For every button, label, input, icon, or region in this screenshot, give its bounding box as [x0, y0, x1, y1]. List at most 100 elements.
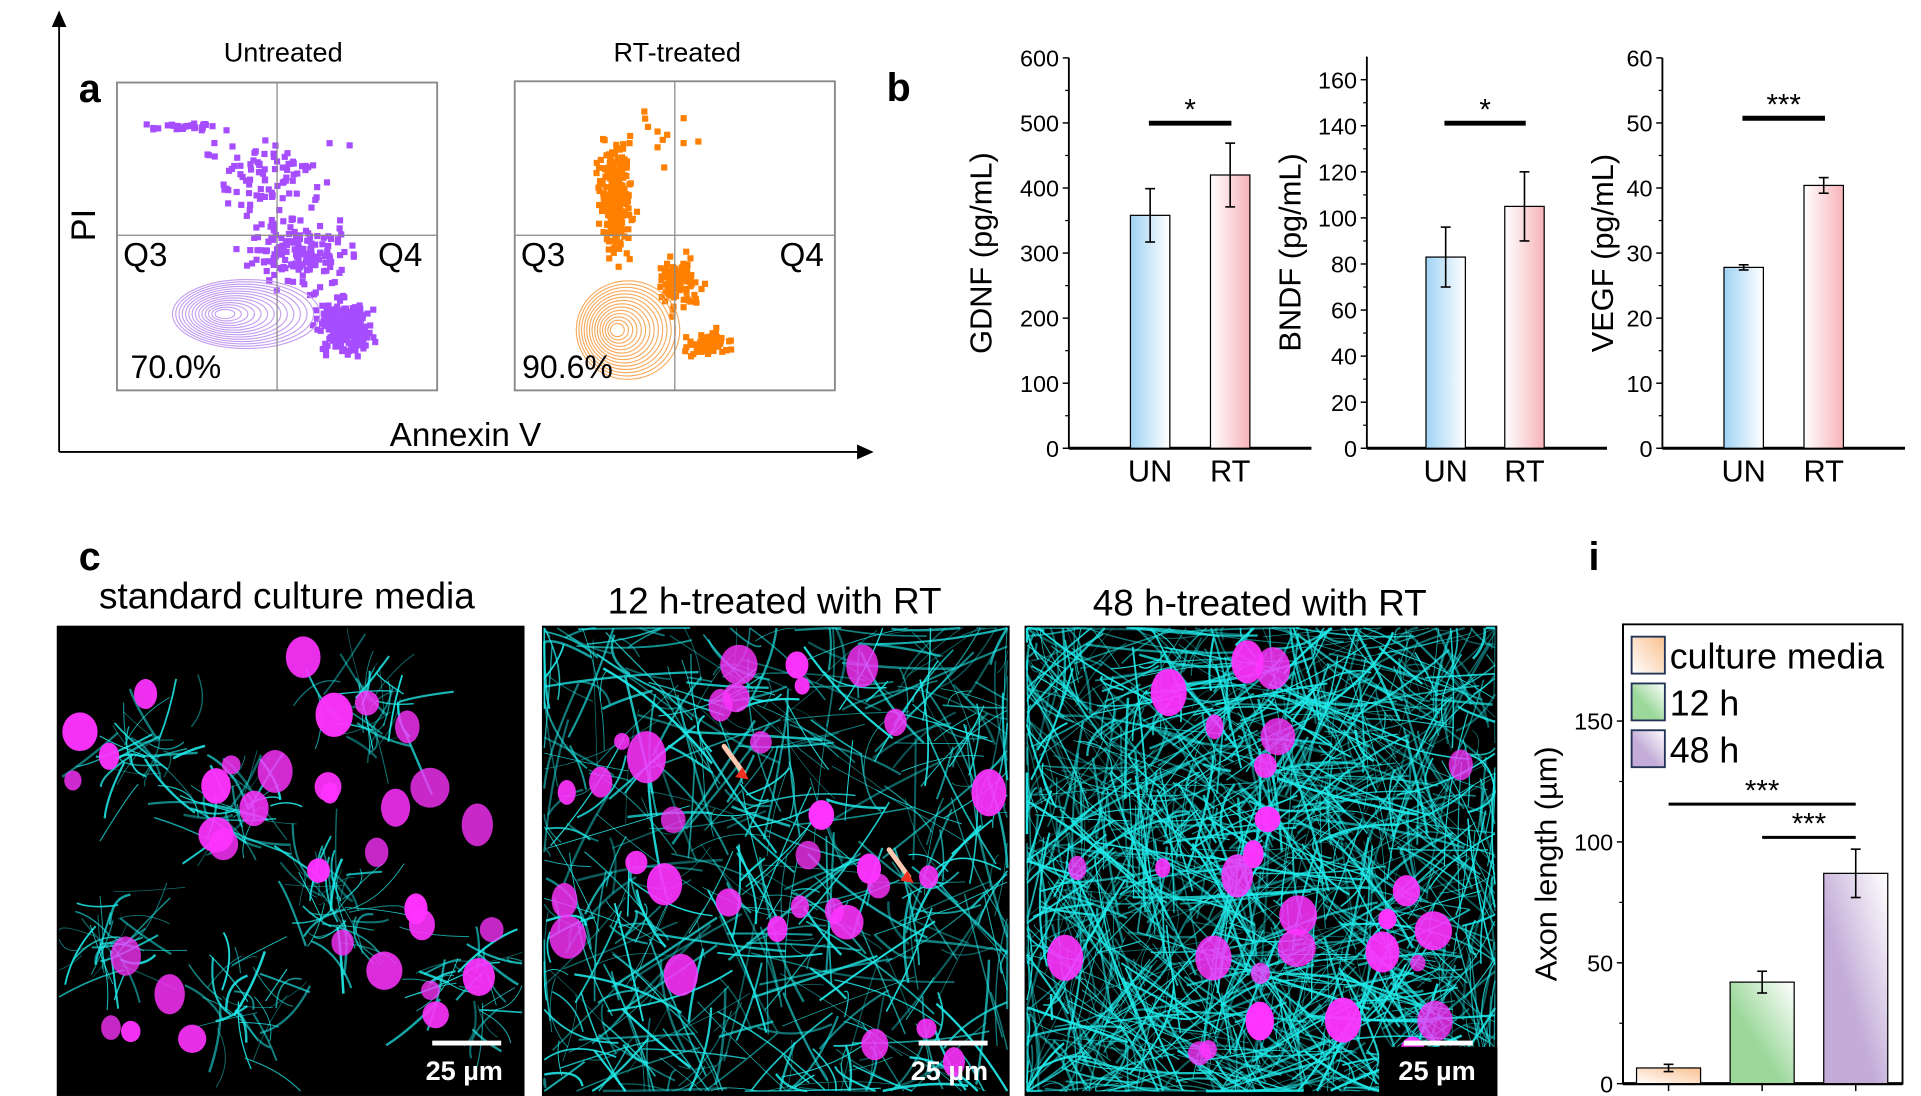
cytoskeleton-fiber — [1233, 1071, 1333, 1092]
cytoskeleton-fiber — [543, 682, 580, 789]
cytoskeleton-fiber — [1124, 834, 1238, 919]
cytoskeleton-fiber — [872, 722, 952, 759]
cytoskeleton-fiber — [1355, 627, 1413, 659]
data-point — [295, 241, 302, 248]
contour-line — [596, 306, 647, 354]
y-tick-label: 400 — [1020, 176, 1059, 202]
cytoskeleton-fiber — [1099, 675, 1124, 691]
cytoskeleton-fiber — [1353, 627, 1402, 722]
cytoskeleton-fiber — [1116, 891, 1183, 1002]
cytoskeleton-fiber — [1134, 996, 1211, 1012]
bar — [1723, 266, 1764, 449]
data-point — [612, 193, 619, 200]
cytoskeleton-fiber — [1228, 791, 1263, 810]
data-point — [606, 255, 613, 262]
contour-line — [602, 313, 638, 348]
cytoskeleton-fiber — [234, 946, 242, 974]
x-tick-label: RT — [1803, 454, 1844, 489]
cytoskeleton-fiber — [1296, 757, 1420, 835]
data-point — [683, 278, 690, 285]
contour-line — [191, 292, 282, 336]
cytoskeleton-fiber — [346, 870, 383, 876]
data-point — [286, 190, 293, 197]
data-point — [679, 266, 687, 274]
cytoskeleton-fiber — [576, 755, 627, 819]
cytoskeleton-fiber — [1375, 683, 1393, 723]
cytoskeleton-fiber — [270, 802, 303, 808]
cytoskeleton-fiber — [1042, 1082, 1067, 1092]
cytoskeleton-fiber — [687, 948, 705, 1023]
cell-nucleus — [421, 980, 440, 1001]
cytoskeleton-fiber — [1035, 684, 1090, 824]
cytoskeleton-fiber — [1304, 1050, 1380, 1093]
cytoskeleton-fiber — [416, 958, 459, 1012]
cytoskeleton-fiber — [990, 991, 1009, 1050]
data-point — [285, 160, 292, 167]
data-point — [271, 251, 278, 258]
data-point — [284, 277, 291, 284]
cytoskeleton-fiber — [1043, 909, 1193, 922]
cytoskeleton-fiber — [1304, 955, 1360, 983]
x-tick-label: UN — [1423, 454, 1467, 489]
data-point — [673, 279, 680, 286]
cytoskeleton-fiber — [882, 1082, 969, 1093]
cytoskeleton-fiber — [1227, 929, 1265, 999]
cytoskeleton-fiber — [469, 1008, 498, 1059]
legend-swatch — [1630, 682, 1666, 722]
cytoskeleton-fiber — [1026, 675, 1084, 710]
data-point — [692, 279, 699, 286]
data-point — [602, 166, 609, 173]
data-point — [271, 271, 278, 279]
cytoskeleton-fiber — [1080, 647, 1111, 670]
cytoskeleton-fiber — [1187, 627, 1300, 633]
cell-nucleus — [408, 909, 435, 941]
data-point — [309, 322, 317, 329]
data-point — [605, 197, 612, 205]
cytoskeleton-fiber — [1306, 699, 1317, 724]
cytoskeleton-fiber — [1104, 746, 1181, 858]
cytoskeleton-fiber — [568, 636, 612, 655]
cytoskeleton-fiber — [1441, 913, 1496, 961]
cytoskeleton-fiber — [1074, 773, 1110, 795]
data-point — [657, 283, 664, 290]
data-point — [296, 235, 303, 243]
cytoskeleton-fiber — [543, 671, 594, 702]
data-point — [698, 285, 705, 293]
data-point — [329, 327, 337, 334]
cytoskeleton-fiber — [935, 746, 955, 800]
data-point — [246, 176, 254, 183]
cytoskeleton-fiber — [1026, 812, 1097, 900]
cytoskeleton-fiber — [130, 736, 162, 780]
cytoskeleton-fiber — [659, 959, 686, 1052]
cytoskeleton-fiber — [1159, 771, 1201, 797]
cytoskeleton-fiber — [292, 910, 331, 924]
y-tick-label: 160 — [1318, 67, 1357, 93]
bar — [1425, 256, 1466, 449]
cytoskeleton-fiber — [942, 704, 1007, 709]
cytoskeleton-fiber — [371, 686, 394, 728]
cytoskeleton-fiber — [546, 931, 552, 963]
data-point — [350, 316, 357, 323]
cytoskeleton-fiber — [543, 939, 551, 1022]
cell-nucleus — [1150, 668, 1187, 717]
cytoskeleton-fiber — [1079, 784, 1083, 844]
cytoskeleton-fiber — [268, 981, 307, 1009]
data-point — [335, 307, 342, 314]
bar — [1504, 205, 1545, 449]
cytoskeleton-fiber — [228, 754, 263, 810]
cytoskeleton-fiber — [1264, 844, 1295, 865]
cytoskeleton-fiber — [1026, 790, 1053, 864]
data-point — [661, 269, 668, 276]
cytoskeleton-fiber — [1106, 749, 1154, 784]
cytoskeleton-fiber — [920, 709, 1008, 787]
data-point — [296, 245, 303, 252]
cytoskeleton-fiber — [1099, 659, 1195, 727]
cytoskeleton-fiber — [1050, 645, 1083, 661]
cytoskeleton-fiber — [1026, 848, 1045, 922]
cytoskeleton-fiber — [668, 1007, 724, 1092]
data-point — [349, 319, 356, 327]
data-point — [658, 277, 665, 284]
cytoskeleton-fiber — [1026, 1006, 1129, 1044]
cytoskeleton-fiber — [1117, 864, 1237, 918]
contour-line — [575, 280, 681, 380]
